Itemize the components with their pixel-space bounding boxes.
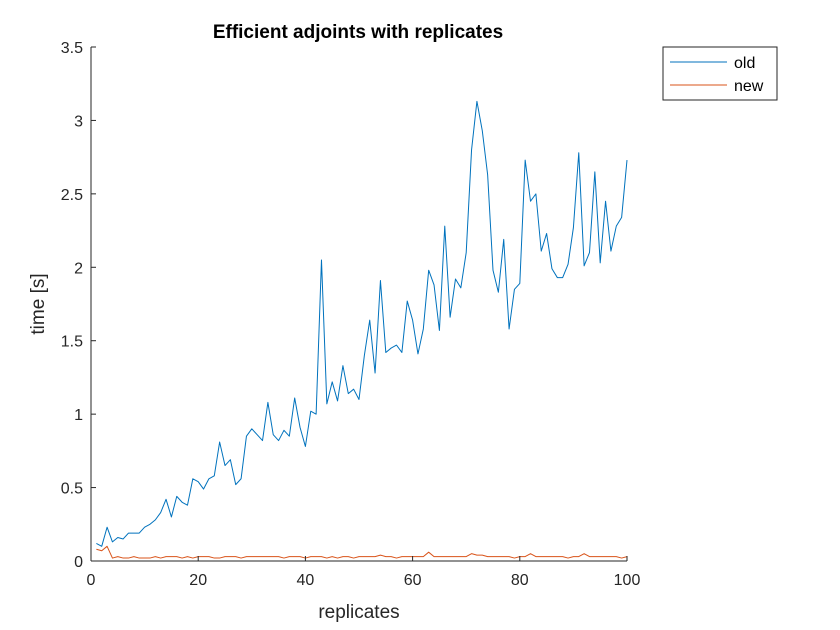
x-tick-label: 40 [297,572,315,589]
series-layer [96,100,628,559]
series-line-new [96,545,628,559]
legend-entry-new: new [734,78,764,95]
x-tick-label: 0 [87,572,96,589]
y-tick-label: 1 [74,407,83,424]
y-tick-label: 0.5 [61,481,83,498]
y-tick-label: 1.5 [61,334,83,351]
y-tick-label: 3 [74,113,83,130]
x-tick-label: 100 [614,572,641,589]
y-tick-label: 0 [74,554,83,571]
legend-entry-old: old [734,55,755,72]
x-tick-label: 60 [404,572,422,589]
y-tick-label: 2.5 [61,187,83,204]
y-tick-label: 3.5 [61,40,83,57]
x-tick-label: 80 [511,572,529,589]
chart-title: Efficient adjoints with replicates [213,22,503,43]
series-line-old [96,100,628,547]
plot-area [91,47,627,561]
y-ticks: 0 0.5 1 1.5 2 2.5 3 3.5 [61,40,96,571]
x-tick-label: 20 [189,572,207,589]
legend: old new [662,46,778,101]
y-axis-label: time [s] [28,273,49,334]
legend-box [662,46,778,101]
axes-layer [90,47,627,562]
x-axis-label: replicates [318,602,399,623]
x-ticks: 0 20 40 60 80 100 [87,556,641,589]
y-tick-label: 2 [74,260,83,277]
